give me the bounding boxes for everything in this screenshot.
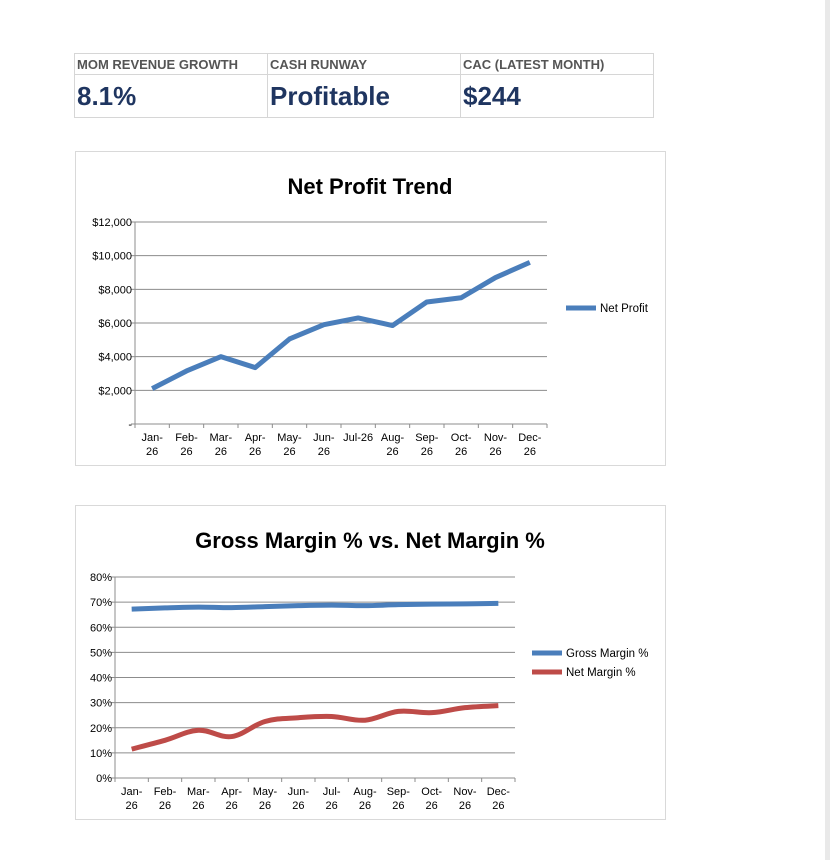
- net-profit-y-tick-label: $10,000: [92, 251, 132, 263]
- net-profit-legend-label: Net Profit: [600, 303, 649, 315]
- margin-y-tick-label: 50%: [90, 647, 112, 659]
- margin-chart: Gross Margin % vs. Net Margin % 0% 10% 20% 3…: [75, 505, 666, 820]
- net-profit-y-tick-label: $8,000: [98, 284, 132, 296]
- net-profit-x-tick-label: 26: [215, 446, 227, 458]
- net-profit-x-tick-label: Mar-: [210, 432, 233, 444]
- net-profit-y-tick-label: -: [128, 419, 132, 431]
- net-profit-y-tick-label: $6,000: [98, 318, 132, 330]
- net-profit-x-tick-label: 26: [283, 446, 295, 458]
- net-profit-chart-title: Net Profit Trend: [287, 174, 452, 199]
- margin-y-tick-label: 30%: [90, 698, 112, 710]
- margin-x-tick-label: 26: [226, 800, 238, 812]
- net-profit-x-tick-label: Dec-: [518, 432, 542, 444]
- margin-x-tick-label: Feb-: [154, 786, 177, 798]
- net-profit-x-tick-label: 26: [489, 446, 501, 458]
- net-profit-series-line-0: [151, 260, 531, 391]
- kpi-value-revenue-growth: 8.1%: [74, 74, 268, 118]
- net-profit-x-tick-label: 26: [386, 446, 398, 458]
- margin-x-tick-label: Sep-: [387, 786, 411, 798]
- net-profit-x-tick-label: May-: [277, 432, 302, 444]
- net-profit-x-tick-label: Oct-: [451, 432, 472, 444]
- margin-y-tick-label: 0%: [96, 773, 112, 785]
- margin-series-line-1: [131, 703, 499, 752]
- net-profit-x-tick-label: Aug-: [381, 432, 405, 444]
- margin-y-tick-label: 10%: [90, 748, 112, 760]
- margin-x-tick-label: 26: [326, 800, 338, 812]
- margin-x-tick-label: 26: [292, 800, 304, 812]
- margin-y-tick-label: 20%: [90, 723, 112, 735]
- margin-series-line-0: [131, 600, 499, 612]
- net-profit-x-tick-label: 26: [249, 446, 261, 458]
- kpi-label-cac: CAC (LATEST MONTH): [460, 53, 654, 75]
- net-profit-x-tick-label: Jul-26: [343, 432, 373, 444]
- margin-x-tick-label: Jul-: [323, 786, 341, 798]
- window-edge: [825, 0, 830, 860]
- margin-x-tick-label: Dec-: [487, 786, 511, 798]
- margin-x-tick-label: Jan-: [121, 786, 143, 798]
- kpi-value-cash-runway: Profitable: [267, 74, 461, 118]
- net-profit-x-tick-label: Jan-: [141, 432, 163, 444]
- margin-y-tick-label: 80%: [90, 572, 112, 584]
- margin-y-tick-label: 40%: [90, 673, 112, 685]
- margin-y-tick-label: 60%: [90, 622, 112, 634]
- net-profit-y-tick-label: $2,000: [98, 385, 132, 397]
- net-profit-x-tick-label: Feb-: [175, 432, 198, 444]
- margin-x-tick-label: 26: [426, 800, 438, 812]
- margin-x-tick-label: 26: [359, 800, 371, 812]
- margin-x-tick-label: 26: [459, 800, 471, 812]
- margin-x-tick-label: 26: [126, 800, 138, 812]
- margin-x-tick-label: Mar-: [187, 786, 210, 798]
- margin-legend-label: Net Margin %: [566, 667, 636, 679]
- margin-x-tick-label: Aug-: [353, 786, 377, 798]
- margin-x-tick-label: Apr-: [221, 786, 242, 798]
- margin-x-tick-label: 26: [192, 800, 204, 812]
- net-profit-y-tick-label: $12,000: [92, 217, 132, 229]
- margin-x-tick-label: Jun-: [288, 786, 310, 798]
- net-profit-x-tick-label: 26: [421, 446, 433, 458]
- margin-x-tick-label: 26: [159, 800, 171, 812]
- net-profit-x-tick-label: Jun-: [313, 432, 335, 444]
- margin-x-tick-label: 26: [392, 800, 404, 812]
- net-profit-x-tick-label: 26: [146, 446, 158, 458]
- kpi-label-cash-runway: CASH RUNWAY: [267, 53, 461, 75]
- net-profit-y-tick-label: $4,000: [98, 352, 132, 364]
- net-profit-x-tick-label: Apr-: [245, 432, 266, 444]
- margin-y-tick-label: 70%: [90, 597, 112, 609]
- net-profit-x-tick-label: Nov-: [484, 432, 508, 444]
- kpi-table: MOM REVENUE GROWTH CASH RUNWAY CAC (LATE…: [74, 53, 654, 118]
- kpi-value-cac: $244: [460, 74, 654, 118]
- margin-x-tick-label: 26: [492, 800, 504, 812]
- net-profit-x-tick-label: Sep-: [415, 432, 439, 444]
- margin-chart-title: Gross Margin % vs. Net Margin %: [195, 528, 545, 553]
- kpi-label-revenue-growth: MOM REVENUE GROWTH: [74, 53, 268, 75]
- net-profit-x-tick-label: 26: [318, 446, 330, 458]
- net-profit-chart-svg: Net Profit Trend - $2,000 $4,000 $6,000 $8,00…: [92, 174, 649, 458]
- margin-chart-svg: Gross Margin % vs. Net Margin % 0% 10% 20% 3…: [90, 528, 648, 812]
- margin-x-tick-label: Oct-: [421, 786, 442, 798]
- net-profit-x-tick-label: 26: [524, 446, 536, 458]
- net-profit-x-tick-label: 26: [455, 446, 467, 458]
- net-profit-chart: Net Profit Trend - $2,000 $4,000 $6,000 $8,00…: [75, 151, 666, 466]
- margin-x-tick-label: May-: [253, 786, 278, 798]
- margin-legend-label: Gross Margin %: [566, 648, 648, 660]
- net-profit-x-tick-label: 26: [180, 446, 192, 458]
- margin-x-tick-label: 26: [259, 800, 271, 812]
- margin-x-tick-label: Nov-: [453, 786, 477, 798]
